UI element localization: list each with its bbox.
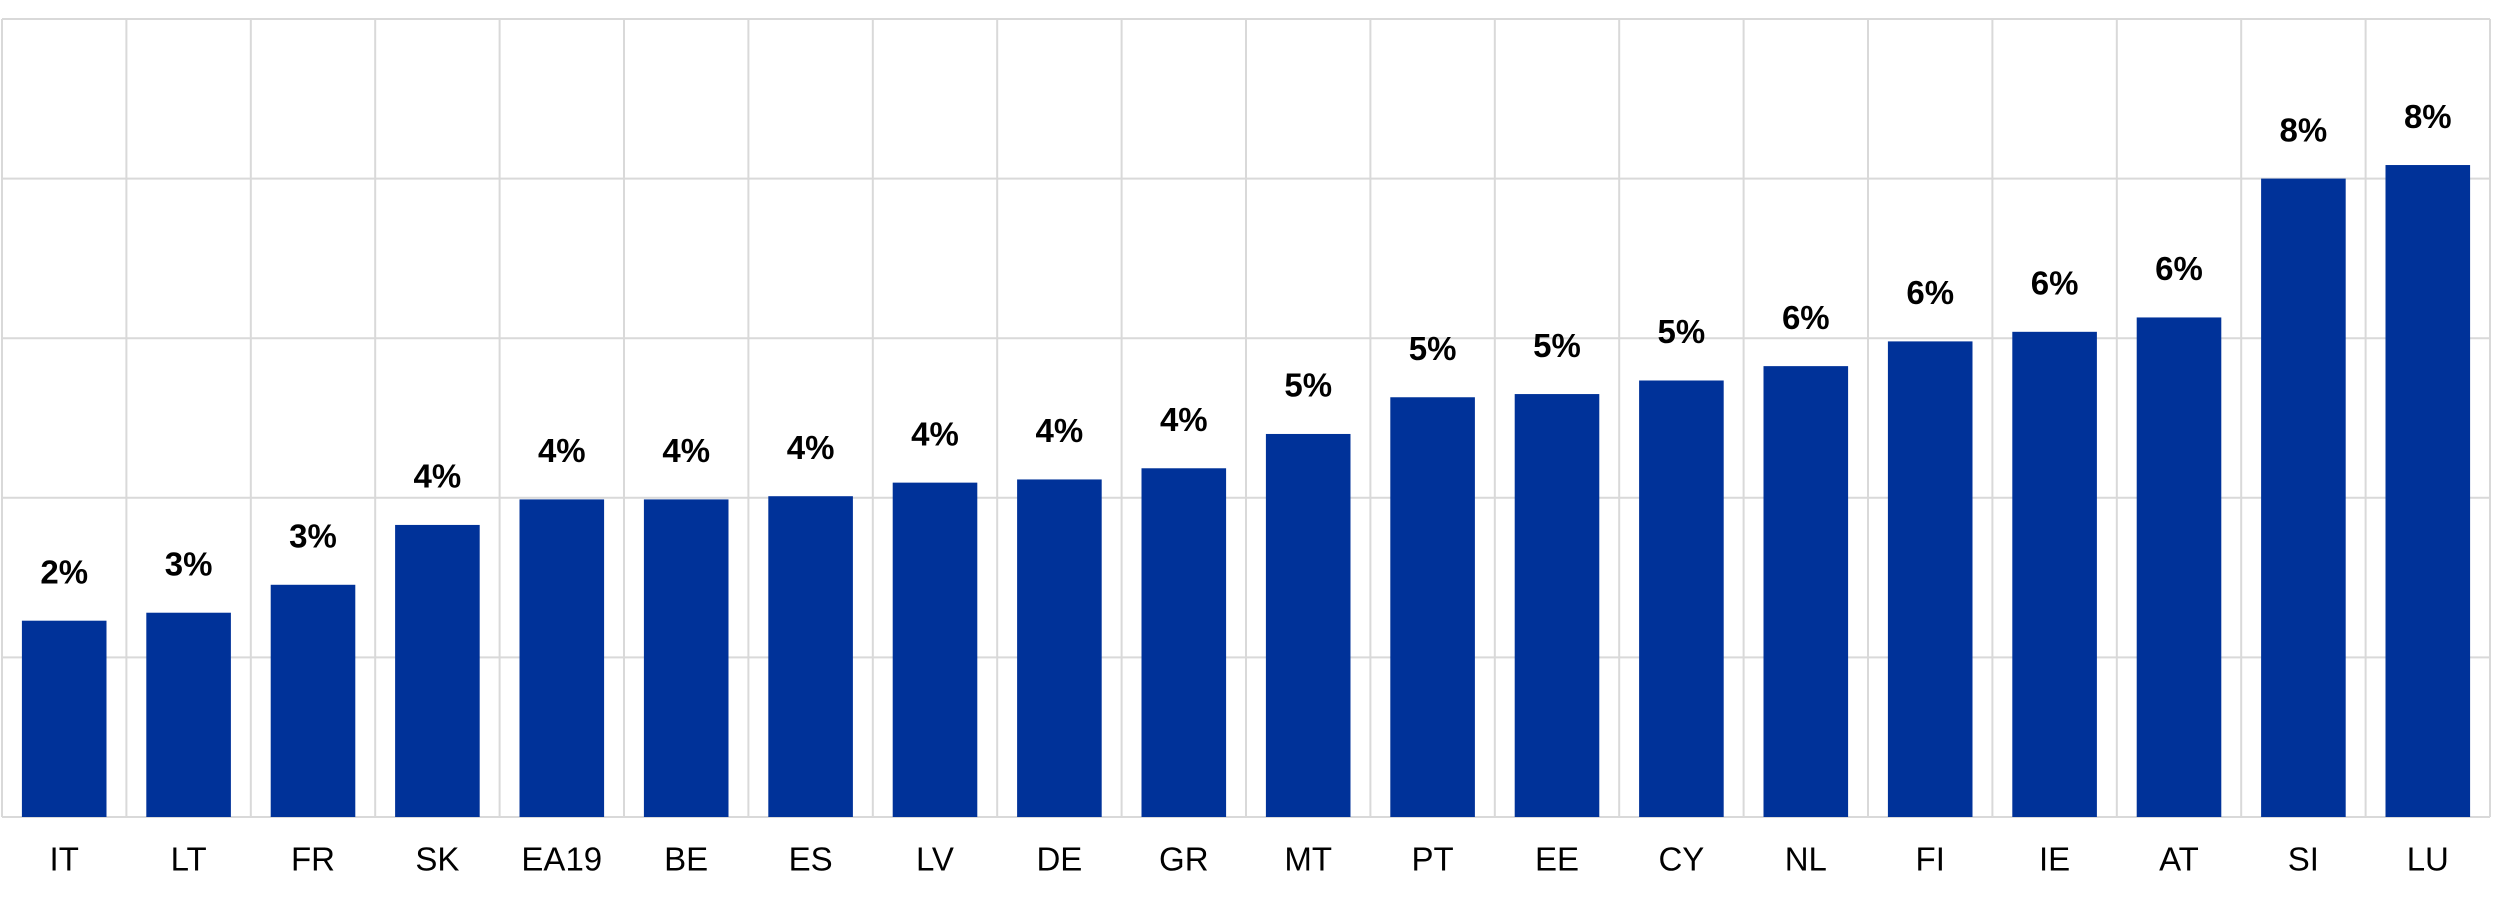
x-tick-label: FR — [291, 841, 335, 878]
bar — [1514, 394, 1600, 817]
value-label: 5% — [1284, 367, 1332, 404]
value-label: 6% — [1782, 299, 1830, 336]
bar — [1639, 380, 1724, 817]
value-label: 8% — [2404, 98, 2452, 135]
x-tick-label: SK — [415, 841, 459, 878]
value-label: 4% — [787, 429, 835, 466]
value-label: 6% — [2155, 250, 2203, 287]
bar — [1141, 468, 1227, 817]
bar — [270, 584, 356, 817]
value-label: 4% — [538, 432, 586, 469]
bar — [146, 612, 231, 817]
x-tick-label: IT — [50, 841, 79, 878]
bar — [21, 620, 107, 817]
bar — [1265, 433, 1351, 817]
value-label: 6% — [2031, 265, 2079, 302]
value-label: 4% — [662, 432, 710, 469]
x-tick-label: MT — [1284, 841, 1332, 878]
bar — [1763, 366, 1849, 817]
x-tick-label: EA19 — [521, 841, 602, 878]
x-tick-label: ES — [789, 841, 833, 878]
value-label: 3% — [165, 545, 213, 582]
x-tick-label: FI — [1916, 841, 1945, 878]
x-tick-label: NL — [1785, 841, 1827, 878]
x-tick-label: DE — [1036, 841, 1082, 878]
bar — [1017, 479, 1102, 817]
bar — [1887, 341, 1973, 817]
x-tick-label: AT — [2159, 841, 2199, 878]
value-label: 5% — [1658, 313, 1706, 350]
bar — [519, 499, 605, 817]
bar — [892, 482, 978, 817]
value-label: 4% — [1160, 401, 1208, 438]
value-label: 2% — [40, 553, 88, 590]
bar — [2136, 317, 2222, 817]
value-label: 5% — [1533, 327, 1581, 364]
bar — [2385, 165, 2471, 817]
value-label: 8% — [2280, 111, 2328, 148]
x-tick-label: CY — [1658, 841, 1704, 878]
x-tick-label: SI — [2288, 841, 2319, 878]
x-tick-label: LU — [2407, 841, 2449, 878]
value-label: 4% — [1036, 412, 1084, 449]
x-tick-label: LV — [916, 841, 954, 878]
value-label: 4% — [414, 458, 462, 495]
value-label: 5% — [1409, 330, 1457, 367]
value-label: 6% — [1906, 274, 1954, 311]
bar — [1390, 397, 1475, 817]
bar — [395, 524, 480, 817]
x-tick-label: BE — [664, 841, 708, 878]
x-tick-label: LT — [171, 841, 207, 878]
x-tick-label: EE — [1535, 841, 1579, 878]
bar — [2012, 331, 2097, 817]
value-label: 3% — [289, 518, 337, 555]
x-tick-label: GR — [1159, 841, 1209, 878]
value-label: 4% — [911, 415, 959, 452]
x-tick-label: PT — [1412, 841, 1454, 878]
bar — [643, 499, 729, 817]
bar — [768, 496, 853, 817]
x-tick-label: IE — [2039, 841, 2070, 878]
bar — [2261, 178, 2346, 818]
